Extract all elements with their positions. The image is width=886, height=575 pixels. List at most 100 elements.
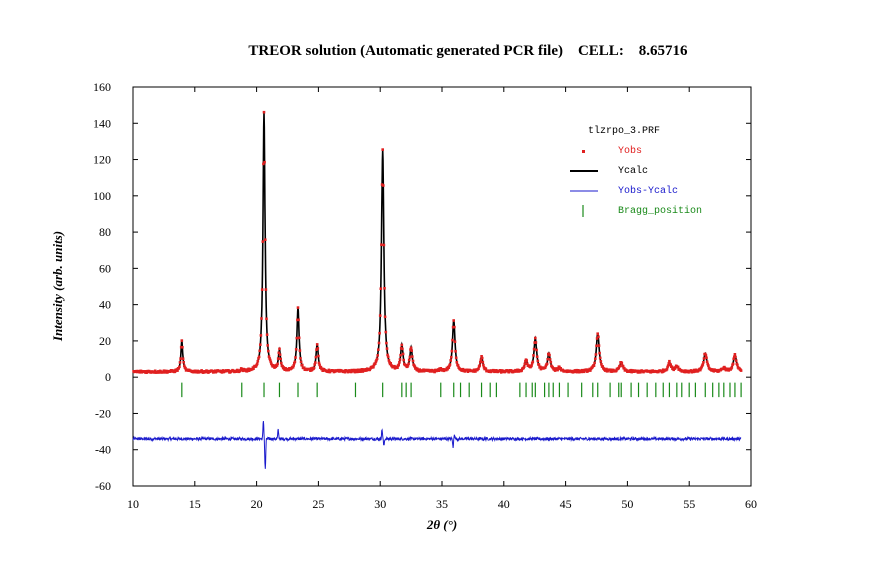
yobs-point xyxy=(279,357,282,361)
yobs-point xyxy=(535,355,539,358)
yobs-point xyxy=(597,344,601,347)
yobs-point xyxy=(585,368,588,371)
yobs-point xyxy=(246,369,249,373)
yobs-point xyxy=(247,369,251,372)
yobs-point xyxy=(297,318,300,322)
yobs-point xyxy=(615,369,618,373)
yobs-point xyxy=(386,353,389,357)
yobs-point xyxy=(734,359,738,362)
yobs-point xyxy=(401,347,404,351)
yobs-point xyxy=(280,361,283,365)
yobs-point xyxy=(359,370,363,373)
series-yobs-ycalc-line xyxy=(132,421,742,469)
yobs-point xyxy=(736,363,739,367)
yobs-point xyxy=(413,365,417,368)
yobs-point xyxy=(478,364,481,367)
yobs-point xyxy=(601,365,604,368)
yobs-point xyxy=(553,369,557,372)
yobs-point xyxy=(559,367,562,370)
yobs-point xyxy=(365,369,368,372)
y-tick-label: 120 xyxy=(93,153,111,167)
x-tick-label: 20 xyxy=(251,497,263,511)
yobs-point xyxy=(630,370,633,374)
y-tick-label: 140 xyxy=(93,116,111,130)
yobs-point xyxy=(447,366,451,369)
yobs-point xyxy=(408,355,412,359)
yobs-point xyxy=(600,363,603,366)
yobs-point xyxy=(372,365,375,369)
yobs-point xyxy=(377,348,380,351)
yobs-point xyxy=(446,367,449,371)
yobs-point xyxy=(534,336,537,340)
yobs-point xyxy=(525,359,528,362)
yobs-point xyxy=(439,367,443,370)
yobs-point xyxy=(276,362,279,366)
yobs-point xyxy=(548,358,552,361)
yobs-point xyxy=(417,370,421,373)
yobs-point xyxy=(361,370,365,373)
yobs-point xyxy=(526,362,529,365)
yobs-point xyxy=(255,362,259,366)
yobs-point xyxy=(401,352,405,356)
yobs-point xyxy=(558,365,561,369)
yobs-point xyxy=(520,369,523,372)
yobs-point xyxy=(702,357,706,360)
axis-ticks xyxy=(132,86,752,487)
y-tick-label: 100 xyxy=(93,189,111,203)
yobs-point xyxy=(266,344,269,347)
yobs-point xyxy=(265,317,268,321)
yobs-point xyxy=(411,355,414,358)
yobs-point xyxy=(301,363,304,367)
yobs-point xyxy=(739,369,743,372)
legend-title: tlzrpo_3.PRF xyxy=(588,125,660,137)
yobs-point xyxy=(543,366,547,369)
yobs-point xyxy=(268,357,271,360)
legend-label-diff: Yobs-Ycalc xyxy=(618,185,678,197)
yobs-point xyxy=(267,349,270,353)
yobs-point xyxy=(184,367,187,370)
yobs-point xyxy=(256,359,260,363)
yobs-point xyxy=(386,355,390,359)
yobs-point xyxy=(278,353,282,356)
yobs-point xyxy=(522,365,526,368)
x-tick-label: 35 xyxy=(436,497,448,511)
yobs-point xyxy=(299,357,302,360)
yobs-point xyxy=(617,366,620,370)
x-tick-label: 55 xyxy=(683,497,695,511)
yobs-point xyxy=(376,354,379,357)
yobs-point xyxy=(594,353,598,356)
x-tick-label: 15 xyxy=(189,497,201,511)
yobs-point xyxy=(264,238,267,241)
yobs-point xyxy=(454,350,457,353)
yobs-point xyxy=(294,356,297,359)
yobs-point xyxy=(383,315,387,319)
yobs-point xyxy=(267,355,271,358)
yobs-point xyxy=(264,288,268,291)
y-axis-label: Intensity (arb. units) xyxy=(50,231,65,342)
yobs-point xyxy=(292,364,295,367)
yobs-point xyxy=(406,364,410,367)
x-tick-label: 60 xyxy=(745,497,757,511)
yobs-point xyxy=(556,367,560,371)
yobs-point xyxy=(282,366,286,369)
yobs-point xyxy=(227,369,231,372)
yobs-point xyxy=(278,347,281,351)
yobs-point xyxy=(536,359,540,363)
yobs-point xyxy=(407,358,411,362)
yobs-point xyxy=(262,162,265,166)
yobs-point xyxy=(293,360,297,364)
yobs-point xyxy=(252,367,255,370)
yobs-point xyxy=(451,325,455,329)
yobs-point xyxy=(702,361,705,364)
x-axis-label: 2θ (°) xyxy=(426,517,457,532)
yobs-point xyxy=(598,351,601,355)
yobs-point xyxy=(549,360,553,364)
yobs-point xyxy=(352,368,356,372)
yobs-point xyxy=(546,357,549,361)
yobs-point xyxy=(706,362,709,366)
yobs-point xyxy=(727,369,731,372)
y-tick-label: -20 xyxy=(95,406,111,420)
yobs-point xyxy=(181,346,184,349)
yobs-point xyxy=(623,366,626,370)
y-tick-label: 160 xyxy=(93,80,111,94)
